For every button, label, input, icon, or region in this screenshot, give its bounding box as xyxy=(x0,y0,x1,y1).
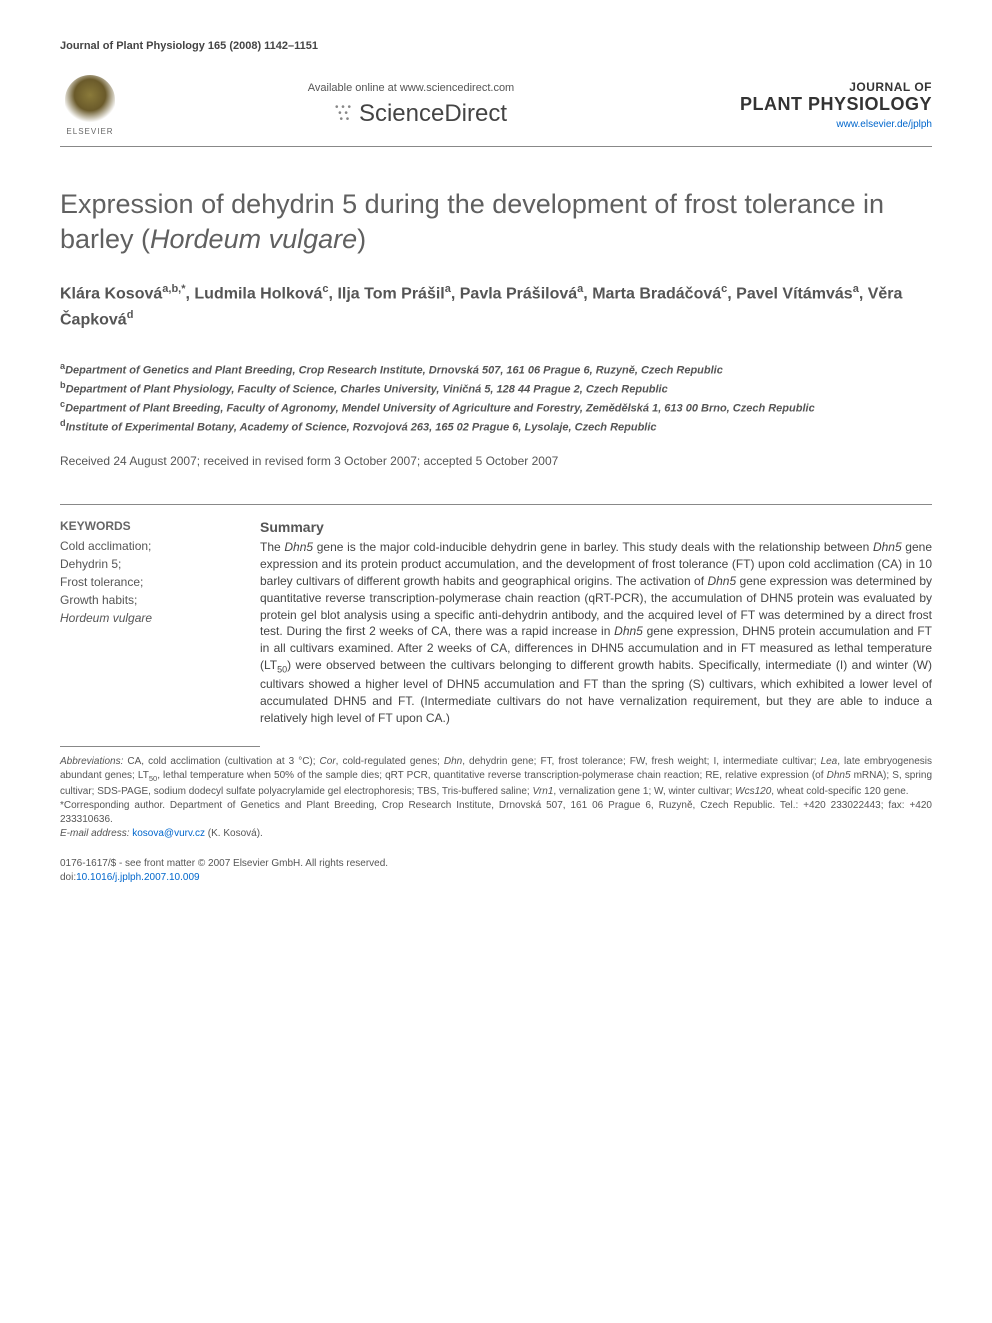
authors-list: Klára Kosováa,b,*, Ludmila Holkovác, Ilj… xyxy=(60,281,932,332)
elsevier-tree-icon xyxy=(65,75,115,125)
summary-heading: Summary xyxy=(260,519,932,535)
journal-citation: Journal of Plant Physiology 165 (2008) 1… xyxy=(60,40,932,52)
mid-rule xyxy=(60,504,932,505)
doi-link[interactable]: 10.1016/j.jplph.2007.10.009 xyxy=(76,872,199,883)
email-line: E-mail address: kosova@vurv.cz (K. Kosov… xyxy=(60,827,932,841)
journal-logo-block: JOURNAL OF PLANT PHYSIOLOGY www.elsevier… xyxy=(702,80,932,130)
corresponding-author-note: *Corresponding author. Department of Gen… xyxy=(60,799,932,827)
keyword-item: Frost tolerance; xyxy=(60,573,230,591)
journal-title-line2: PLANT PHYSIOLOGY xyxy=(702,94,932,115)
affiliation-d: dInstitute of Experimental Botany, Acade… xyxy=(60,417,932,436)
copyright-block: 0176-1617/$ - see front matter © 2007 El… xyxy=(60,857,932,885)
affiliation-b: bDepartment of Plant Physiology, Faculty… xyxy=(60,379,932,398)
elsevier-label: ELSEVIER xyxy=(66,127,113,136)
keywords-heading: KEYWORDS xyxy=(60,519,230,533)
footnote-rule xyxy=(60,746,260,747)
article-dates: Received 24 August 2007; received in rev… xyxy=(60,454,932,468)
sciencedirect-label: ScienceDirect xyxy=(359,100,507,127)
email-link[interactable]: kosova@vurv.cz xyxy=(132,828,205,839)
summary-text: The Dhn5 gene is the major cold-inducibl… xyxy=(260,539,932,726)
keyword-item: Dehydrin 5; xyxy=(60,555,230,573)
keyword-item: Growth habits; xyxy=(60,591,230,609)
top-rule xyxy=(60,146,932,147)
abbreviations-note: Abbreviations: CA, cold acclimation (cul… xyxy=(60,755,932,799)
sciencedirect-logo: ScienceDirect xyxy=(120,100,702,128)
abstract-row: KEYWORDS Cold acclimation;Dehydrin 5;Fro… xyxy=(60,519,932,726)
header-row: ELSEVIER Available online at www.science… xyxy=(60,70,932,140)
title-species: Hordeum vulgare xyxy=(150,224,357,254)
keywords-column: KEYWORDS Cold acclimation;Dehydrin 5;Fro… xyxy=(60,519,230,726)
journal-url-link[interactable]: www.elsevier.de/jplph xyxy=(702,119,932,130)
journal-title-line1: JOURNAL OF xyxy=(702,80,932,94)
footnotes-block: Abbreviations: CA, cold acclimation (cul… xyxy=(60,755,932,841)
email-label: E-mail address: xyxy=(60,828,129,839)
affiliation-a: aDepartment of Genetics and Plant Breedi… xyxy=(60,360,932,379)
copyright-text: 0176-1617/$ - see front matter © 2007 El… xyxy=(60,857,932,871)
affiliations-block: aDepartment of Genetics and Plant Breedi… xyxy=(60,360,932,437)
keyword-item: Cold acclimation; xyxy=(60,537,230,555)
keywords-list: Cold acclimation;Dehydrin 5;Frost tolera… xyxy=(60,537,230,627)
keyword-item: Hordeum vulgare xyxy=(60,609,230,627)
title-text-2: ) xyxy=(357,224,366,254)
elsevier-logo: ELSEVIER xyxy=(60,70,120,140)
doi-line: doi:10.1016/j.jplph.2007.10.009 xyxy=(60,871,932,885)
doi-label: doi: xyxy=(60,872,76,883)
email-author: (K. Kosová). xyxy=(208,828,263,839)
summary-column: Summary The Dhn5 gene is the major cold-… xyxy=(260,519,932,726)
article-title: Expression of dehydrin 5 during the deve… xyxy=(60,187,932,257)
sciencedirect-block: Available online at www.sciencedirect.co… xyxy=(120,82,702,128)
available-online-text: Available online at www.sciencedirect.co… xyxy=(120,82,702,94)
sciencedirect-dots-icon xyxy=(315,105,355,125)
affiliation-c: cDepartment of Plant Breeding, Faculty o… xyxy=(60,398,932,417)
